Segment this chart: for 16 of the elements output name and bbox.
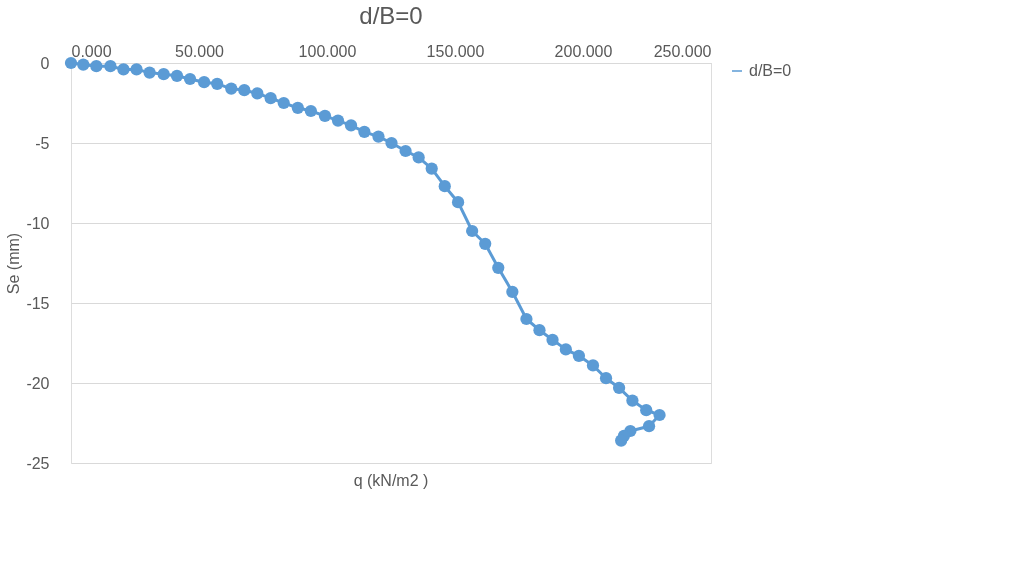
y-tick-label: -20 [26, 374, 50, 392]
x-tick-label: 0.000 [71, 42, 112, 60]
x-tick-label: 150.000 [426, 42, 485, 60]
y-tick-label: 0 [40, 54, 50, 72]
y-tick-label: -15 [26, 294, 50, 312]
y-tick-label: -25 [26, 454, 50, 472]
y-tick-label: -10 [26, 214, 50, 232]
y-axis-title: Se (mm) [5, 232, 23, 295]
x-tick-label: 250.000 [653, 42, 712, 60]
y-tick-label: -5 [35, 134, 50, 152]
chart-title: d/B=0 [359, 2, 423, 29]
x-tick-label: 100.000 [298, 42, 357, 60]
x-tick-label: 200.000 [554, 42, 613, 60]
legend-label: d/B=0 [749, 62, 792, 79]
x-tick-label: 50.000 [175, 42, 225, 60]
x-axis-title: q (kN/m2 ) [353, 472, 429, 489]
